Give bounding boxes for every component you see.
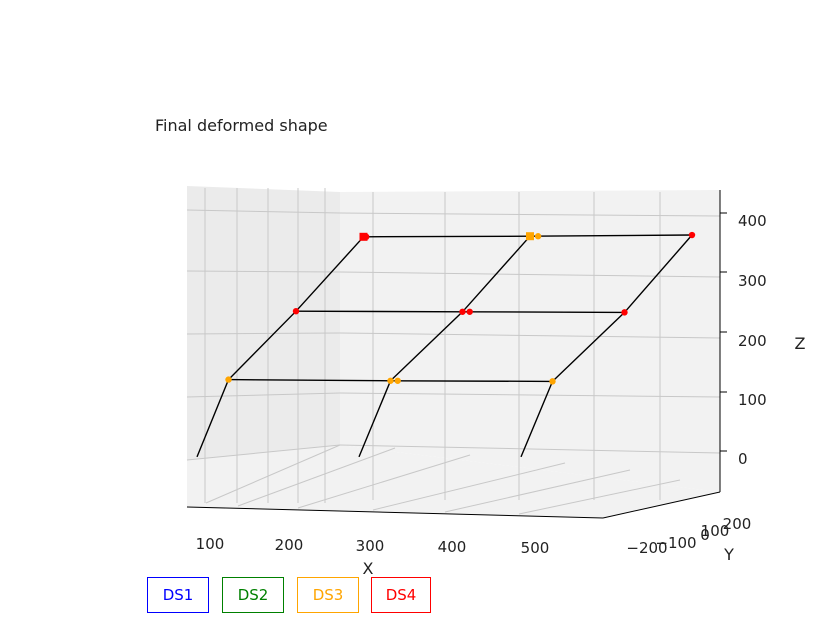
grid-line: [237, 447, 396, 507]
node-first-floor: [225, 376, 232, 383]
grid-line: [339, 392, 721, 398]
z-tick-label: 400: [738, 212, 767, 230]
grid-lines: [186, 188, 721, 515]
grid-line: [339, 444, 721, 454]
y-tick-label: −100: [655, 534, 696, 552]
grid-line: [339, 212, 721, 217]
x-tick-label: 500: [521, 539, 550, 557]
column-line-middle: [358, 235, 531, 458]
chart-title: Final deformed shape: [155, 116, 328, 135]
x-tick-label: 400: [438, 538, 467, 556]
node-first-floor: [549, 378, 556, 385]
grid-line: [297, 454, 471, 509]
axes: [186, 190, 721, 519]
y-axis-line: [602, 491, 721, 519]
node-roof: [534, 233, 542, 240]
node-roof: [526, 232, 534, 241]
back-pane-left: [187, 186, 340, 460]
legend-ds3[interactable]: DS3: [297, 577, 359, 613]
z-tick-label: 300: [738, 272, 767, 290]
node-second-floor: [459, 308, 466, 315]
legend-ds1[interactable]: DS1: [147, 577, 209, 613]
node-second-floor: [621, 309, 628, 316]
grid-line: [186, 392, 341, 398]
node-second-floor: [292, 307, 300, 315]
legend-ds4[interactable]: DS4: [371, 577, 431, 613]
z-axis-label: Z: [795, 334, 806, 353]
grid-line: [186, 332, 341, 335]
z-tick-label: 0: [738, 450, 748, 468]
y-tick-label: 0: [700, 526, 710, 544]
column-line-left: [196, 236, 365, 458]
column-line-right: [520, 234, 693, 458]
z-tick-label: 100: [738, 391, 767, 409]
grid-line: [372, 462, 566, 511]
node-roof: [688, 231, 696, 239]
frame-nodes: [225, 231, 696, 385]
y-tick-label: 200: [723, 515, 752, 533]
grid-line: [186, 270, 341, 273]
node-roof: [363, 233, 370, 240]
grid-line: [186, 444, 341, 461]
x-tick-label: 100: [196, 535, 225, 553]
grid-line: [518, 479, 681, 515]
z-tick-label: 200: [738, 332, 767, 350]
y-tick-label: −200: [626, 539, 667, 557]
x-axis-label: X: [363, 559, 374, 578]
grid-line: [444, 469, 631, 513]
node-second-floor: [466, 308, 473, 315]
x-tick-label: 300: [356, 537, 385, 555]
y-axis-label: Y: [723, 545, 734, 564]
back-pane-right: [340, 190, 720, 492]
grid-line: [339, 332, 721, 339]
legend-ds2[interactable]: DS2: [222, 577, 284, 613]
node-first-floor: [394, 377, 401, 384]
node-first-floor: [387, 377, 394, 384]
x-axis-line: [186, 506, 604, 519]
y-tick-label: 100: [701, 522, 730, 540]
x-tick-label: 200: [275, 536, 304, 554]
grid-line: [205, 444, 341, 504]
grid-line: [186, 209, 341, 214]
